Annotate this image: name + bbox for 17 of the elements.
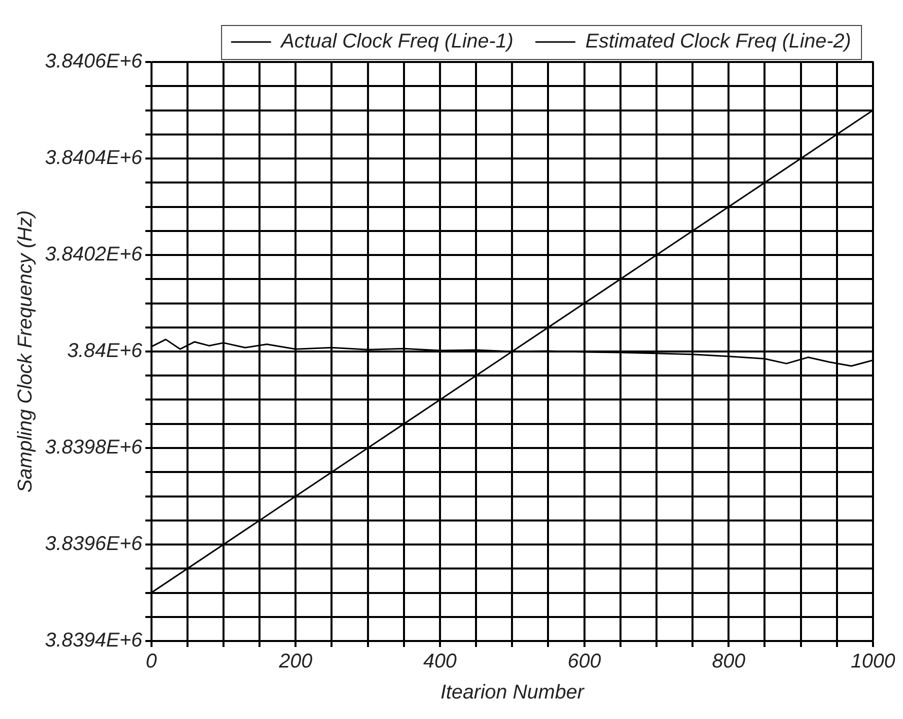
x-tick-label: 200 — [278, 650, 312, 673]
y-tick-label: 3.8402E+6 — [44, 244, 144, 266]
legend-label: Actual Clock Freq (Line-1) — [280, 30, 514, 53]
y-tick-label: 3.8394E+6 — [44, 630, 144, 652]
legend-label: Estimated Clock Freq (Line-2) — [585, 30, 852, 53]
y-tick-label: 3.84E+6 — [67, 340, 144, 362]
x-tick-label: 0 — [146, 650, 157, 673]
x-tick-label: 600 — [568, 650, 602, 673]
x-tick-label: 400 — [423, 650, 457, 673]
y-tick-label: 3.8396E+6 — [44, 533, 144, 556]
y-tick-label: 3.8398E+6 — [44, 436, 144, 459]
y-tick-label: 3.8404E+6 — [44, 147, 144, 170]
y-tick-label: 3.8406E+6 — [44, 50, 144, 73]
x-tick-label: 1000 — [850, 650, 896, 673]
y-axis-title: Sampling Clock Frequency (Hz) — [14, 210, 37, 493]
x-tick-label: 800 — [712, 650, 746, 673]
x-axis-title: Itearion Number — [440, 682, 586, 704]
